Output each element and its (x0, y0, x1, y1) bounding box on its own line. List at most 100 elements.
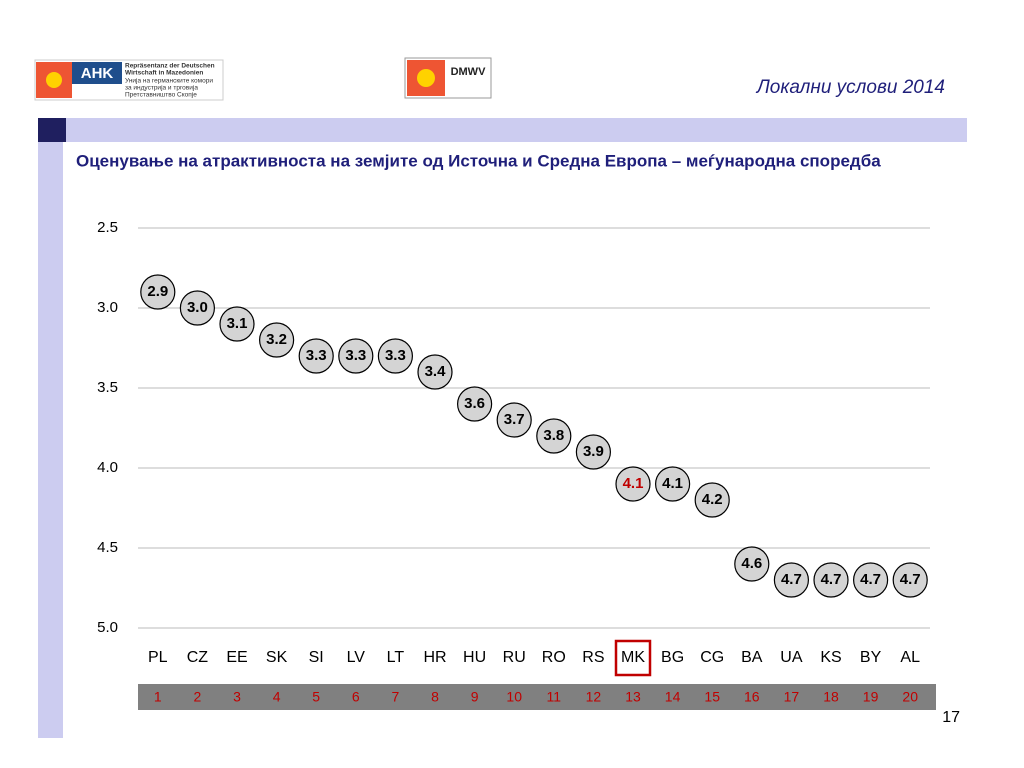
logo-text: Repräsentanz der Deutschen (125, 63, 215, 70)
data-label: 3.2 (266, 331, 287, 348)
bubble (259, 322, 295, 358)
rank-label: 8 (431, 689, 439, 705)
data-label: 4.1 (662, 475, 683, 492)
x-tick-label: SK (266, 649, 288, 666)
x-tick-label: RS (582, 649, 604, 666)
rank-label: 9 (471, 689, 479, 705)
x-tick-label: BA (741, 649, 763, 666)
rank-band (138, 684, 936, 710)
x-tick-label: RO (542, 649, 566, 666)
rank-label: 20 (902, 689, 918, 705)
corner-square (38, 118, 66, 142)
rank-label: 12 (586, 689, 602, 705)
x-tick-label: SI (309, 649, 324, 666)
y-tick-label: 3.5 (97, 379, 118, 396)
x-tick-label: LV (347, 649, 366, 666)
bubble (654, 466, 691, 502)
bubble (615, 466, 651, 502)
rank-label: 2 (194, 689, 202, 705)
x-tick-label: LT (387, 649, 405, 666)
bubble (575, 434, 612, 470)
data-label: 3.8 (543, 427, 564, 444)
data-label: 3.9 (583, 443, 604, 460)
bubble (773, 562, 810, 598)
data-label: 3.6 (464, 395, 485, 412)
x-tick-label: BY (860, 649, 882, 666)
data-label: 4.2 (702, 491, 723, 508)
rank-label: 3 (233, 689, 241, 705)
data-label: 3.7 (504, 411, 525, 428)
slide-subtitle: Локални услови 2014 (755, 77, 945, 98)
logo-text: Претставништво Скопје (125, 92, 197, 99)
y-tick-label: 4.0 (97, 459, 118, 476)
logo-text: Унија на германските комори (125, 78, 213, 85)
data-label: 4.7 (860, 571, 881, 588)
data-label: 3.1 (227, 315, 248, 332)
rank-label: 18 (823, 689, 839, 705)
bubble (179, 290, 215, 326)
logo-box (72, 62, 122, 84)
bubble (457, 386, 493, 422)
logo-sun (417, 69, 435, 87)
data-label: 3.0 (187, 299, 208, 316)
logo-text: за индустрија и трговија (125, 85, 198, 92)
ahk-logo: AHK Repräsentanz der Deutschen Wirtschaf… (34, 59, 224, 101)
rank-label: 19 (863, 689, 879, 705)
rank-label: 1 (154, 689, 162, 705)
rank-label: 7 (392, 689, 400, 705)
chart-title: Оценување на атрактивноста на земјите од… (76, 151, 881, 170)
data-label: 2.9 (147, 283, 168, 300)
bubble (892, 562, 928, 598)
bubble (694, 482, 730, 518)
logo-text: DMWV (451, 66, 486, 78)
logo-sun (46, 72, 62, 88)
bubble (536, 418, 572, 454)
data-label: 4.7 (781, 571, 802, 588)
y-tick-label: 3.0 (97, 299, 118, 316)
rank-label: 10 (506, 689, 522, 705)
bubble (377, 338, 413, 374)
y-tick-label: 5.0 (97, 619, 118, 636)
rank-label: 16 (744, 689, 760, 705)
bubble (338, 338, 374, 374)
x-tick-label: CZ (187, 649, 209, 666)
bubble (496, 402, 532, 438)
rank-label: 6 (352, 689, 360, 705)
bubble (734, 546, 770, 582)
x-tick-label: PL (148, 649, 168, 666)
data-label: 3.3 (385, 347, 406, 364)
logo-text: Wirtschaft in Mazedonien (125, 70, 203, 77)
x-tick-label: AL (900, 649, 920, 666)
rank-label: 5 (312, 689, 320, 705)
data-label: 4.7 (821, 571, 842, 588)
data-label: 4.6 (741, 555, 762, 572)
top-band (38, 118, 967, 142)
highlight-box (614, 639, 652, 677)
data-label: 4.1 (623, 475, 644, 492)
x-tick-label: BG (661, 649, 684, 666)
x-tick-label: EE (226, 649, 247, 666)
bubble (298, 338, 334, 374)
plot: 2.5 3.0 3.5 4.0 4.5 5.0 PL 1 2.9 CZ 2 3.0 EE 3 3.1 SK 4 3… (97, 219, 936, 710)
x-tick-label: RU (503, 649, 526, 666)
data-label: 3.3 (345, 347, 366, 364)
x-tick-label: HU (463, 649, 486, 666)
rank-label: 14 (665, 689, 681, 705)
logo-text: AHK (81, 65, 114, 82)
bubble (140, 274, 176, 310)
x-tick-label: CG (700, 649, 724, 666)
x-tick-label: KS (820, 649, 841, 666)
x-tick-label: MK (621, 649, 645, 666)
bubble (852, 562, 889, 598)
bubble (813, 562, 849, 598)
page-number: 17 (942, 709, 960, 726)
x-tick-label: HR (423, 649, 446, 666)
rank-label: 4 (273, 689, 281, 705)
bubble (219, 306, 255, 342)
dmwv-logo: DMWV (404, 57, 492, 99)
y-tick-label: 4.5 (97, 539, 118, 556)
rank-label: 11 (547, 689, 562, 705)
rank-label: 15 (704, 689, 720, 705)
bubble (417, 354, 453, 390)
